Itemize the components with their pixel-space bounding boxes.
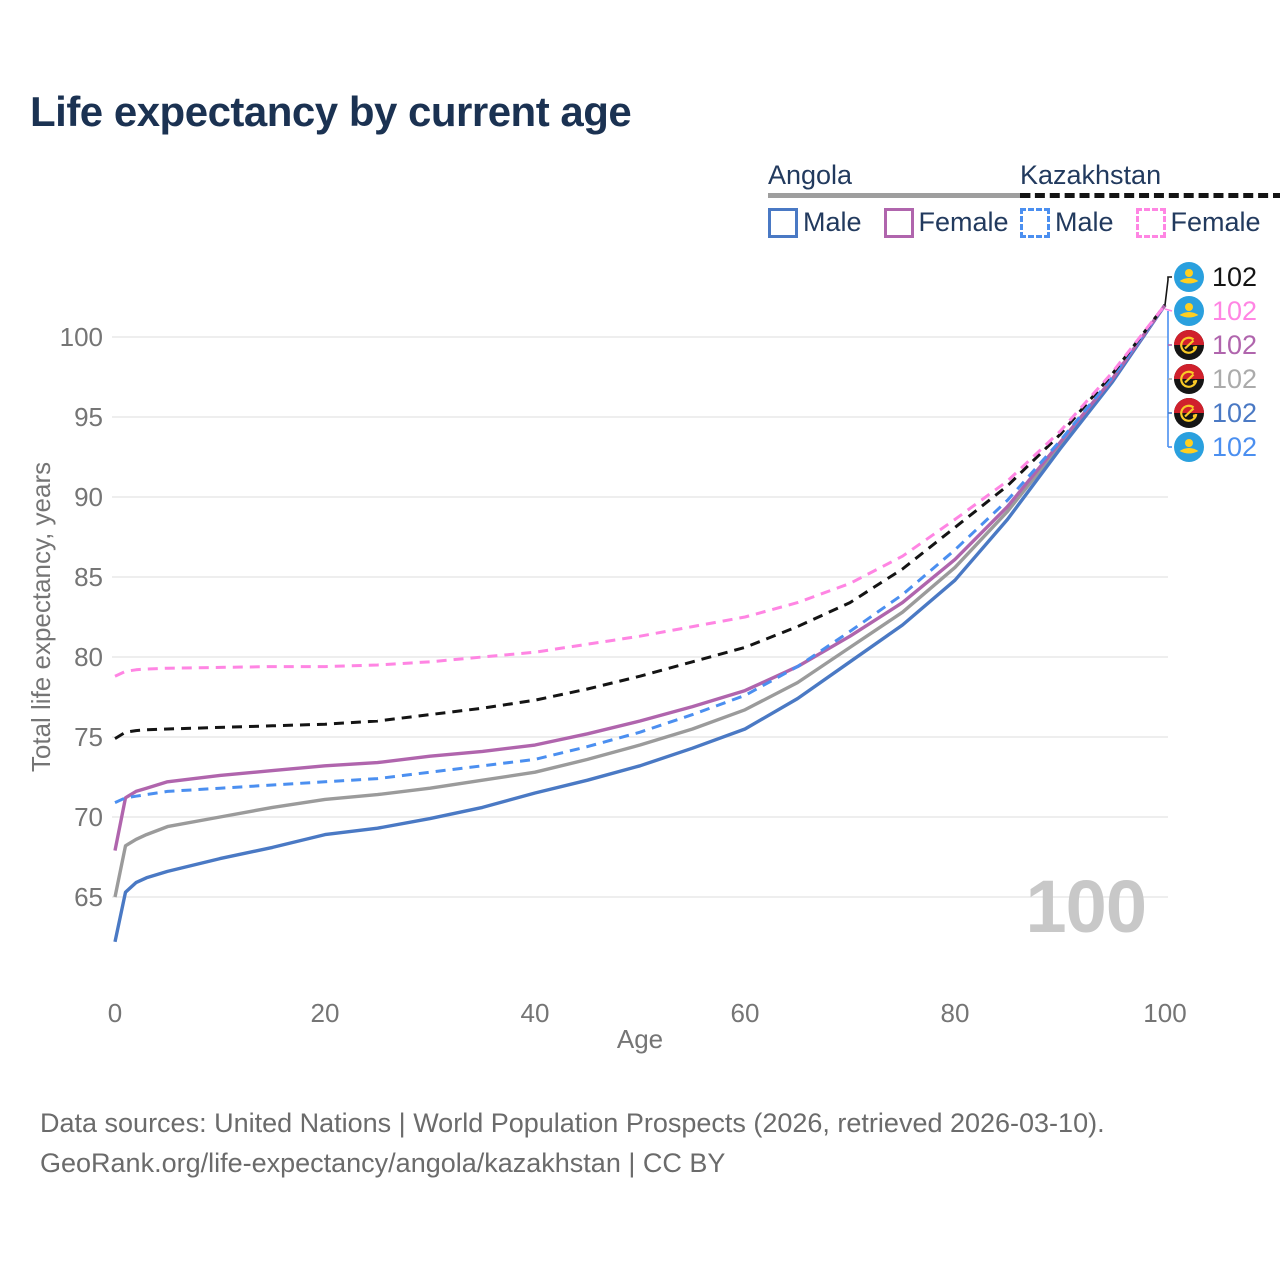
legend-item-kazakhstan-female[interactable]: Female xyxy=(1135,207,1261,238)
end-label-connectors xyxy=(1164,276,1173,448)
y-tick-label: 100 xyxy=(60,322,103,352)
legend-group-title-angola: Angola xyxy=(768,160,853,190)
legend-underline-angola xyxy=(768,193,1031,198)
y-tick-label: 95 xyxy=(74,402,103,432)
y-tick-label: 65 xyxy=(74,882,103,912)
legend-swatch-angola-female-icon xyxy=(883,207,914,238)
y-tick-label: 85 xyxy=(74,562,103,592)
y-tick-label: 75 xyxy=(74,722,103,752)
connector-line xyxy=(1164,276,1172,306)
flag-kazakhstan-icon xyxy=(1174,262,1204,292)
legend-label: Female xyxy=(918,207,1009,237)
y-tick-label: 70 xyxy=(74,802,103,832)
legend-swatch-kazakhstan-female-icon xyxy=(1135,207,1166,238)
flag-kazakhstan-icon xyxy=(1174,296,1204,326)
watermark: 100 xyxy=(1025,865,1147,948)
end-label-value: 102 xyxy=(1212,432,1258,462)
end-label-value: 102 xyxy=(1212,296,1258,326)
x-axis-title: Age xyxy=(617,1024,663,1054)
legend-item-angola-female[interactable]: Female xyxy=(883,207,1009,238)
legend-group-angola: Angola Male Female xyxy=(768,160,1031,238)
legend-group-title-kazakhstan: Kazakhstan xyxy=(1020,160,1162,190)
legend-label: Male xyxy=(1055,207,1114,237)
footer-data-sources: Data sources: United Nations | World Pop… xyxy=(40,1108,1105,1138)
x-tick-label: 40 xyxy=(521,998,550,1028)
y-tick-label: 80 xyxy=(74,642,103,672)
flag-angola-icon xyxy=(1174,398,1204,428)
series-line-kazakhstan-both xyxy=(114,304,1167,740)
y-axis-title: Total life expectancy, years xyxy=(26,462,56,772)
flag-kazakhstan-icon xyxy=(1174,432,1204,462)
end-label-value: 102 xyxy=(1212,364,1258,394)
x-tick-label: 20 xyxy=(311,998,340,1028)
legend-label: Female xyxy=(1170,207,1261,237)
end-label-row: 102 xyxy=(1174,364,1257,394)
end-label-value: 102 xyxy=(1212,330,1258,360)
flag-angola-icon xyxy=(1174,364,1204,394)
x-tick-label: 60 xyxy=(731,998,760,1028)
series-line-angola-female xyxy=(113,304,1167,851)
x-tick-label: 0 xyxy=(108,998,122,1028)
series-line-kazakhstan-male xyxy=(114,304,1167,804)
page-title: Life expectancy by current age xyxy=(30,88,632,135)
connector-line xyxy=(1164,308,1173,312)
legend-swatch-angola-male-icon xyxy=(768,207,798,238)
series-line-kazakhstan-female xyxy=(114,304,1167,678)
series-line-angola-male xyxy=(113,304,1167,943)
end-labels: 102 102 102 102 102 102 xyxy=(1174,262,1257,466)
x-tick-label: 80 xyxy=(941,998,970,1028)
flag-angola-icon xyxy=(1174,330,1204,360)
footer-attribution: GeoRank.org/life-expectancy/angola/kazak… xyxy=(40,1148,726,1178)
gridlines xyxy=(112,336,1168,898)
legend-item-kazakhstan-male[interactable]: Male xyxy=(1020,207,1114,238)
end-label-value: 102 xyxy=(1212,262,1258,292)
end-label-row: 102 xyxy=(1174,330,1257,360)
legend-underline-kazakhstan xyxy=(1020,193,1280,198)
y-tick-label: 90 xyxy=(74,482,103,512)
legend-group-kazakhstan: Kazakhstan Male Female xyxy=(1020,160,1280,238)
series-line-angola-both xyxy=(113,304,1167,898)
end-label-row: 102 xyxy=(1174,398,1257,428)
end-label-row: 102 xyxy=(1174,262,1257,292)
legend-label: Male xyxy=(803,207,862,237)
end-label-row: 102 xyxy=(1174,296,1257,326)
legend-item-angola-male[interactable]: Male xyxy=(768,207,862,238)
x-tick-label: 100 xyxy=(1143,998,1186,1028)
end-label-row: 102 xyxy=(1174,432,1257,462)
end-label-value: 102 xyxy=(1212,398,1258,428)
legend-swatch-kazakhstan-male-icon xyxy=(1020,207,1050,238)
